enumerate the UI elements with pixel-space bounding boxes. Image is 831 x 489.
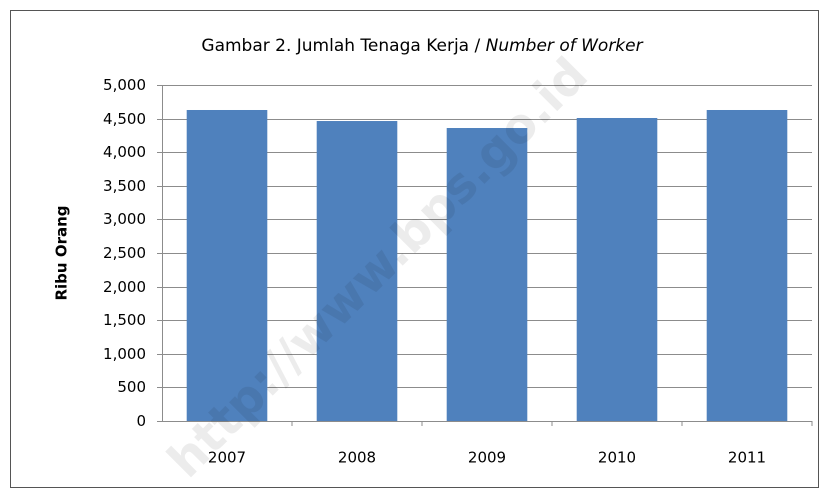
y-tick-label: 5,000 [103,76,146,94]
y-tick-label: 1,000 [103,345,146,363]
x-tick-label: 2007 [208,449,246,467]
y-tick-label: 2,000 [103,278,146,296]
y-axis-label: Ribu Orang [53,205,71,300]
x-tick-label: 2010 [598,449,636,467]
y-tick-label: 2,500 [103,244,146,262]
x-tick-label: 2011 [728,449,766,467]
bar [706,109,788,421]
y-tick-label: 1,500 [103,311,146,329]
title-main: Gambar 2. Jumlah Tenaga Kerja / [201,36,485,56]
bar [576,117,658,421]
chart-title: Gambar 2. Jumlah Tenaga Kerja / Number o… [201,36,643,56]
bar [186,109,268,421]
y-tick-label: 4,500 [103,110,146,128]
chart-frame [10,10,819,488]
y-tick-label: 3,000 [103,210,146,228]
y-tick-label: 500 [117,378,146,396]
bar [316,121,398,422]
x-tick-label: 2008 [338,449,376,467]
title-italic: Number of Worker [486,36,644,56]
x-tick-label: 2009 [468,449,506,467]
y-tick-label: 4,000 [103,143,146,161]
y-tick-label: 3,500 [103,177,146,195]
y-tick-label: 0 [136,412,146,430]
bar [446,128,528,421]
